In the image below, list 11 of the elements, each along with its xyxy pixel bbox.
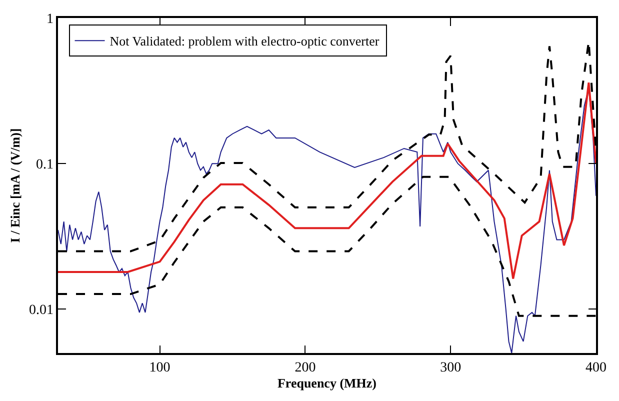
x-tick-label: 400 <box>586 360 606 376</box>
y-axis-title: I / Einc [mA / (V/m)] <box>7 128 22 243</box>
x-tick-label: 300 <box>440 360 462 376</box>
y-tick-label: 0.01 <box>28 303 54 318</box>
x-tick-label: 100 <box>149 360 170 376</box>
x-axis-title: Frequency (MHz) <box>277 376 377 391</box>
y-tick-label: 1 <box>46 12 54 27</box>
legend-label: Not Validated: problem with electro-optic converter <box>110 34 380 49</box>
x-tick-label: 200 <box>294 360 316 376</box>
y-tick-label: 0.1 <box>36 157 54 172</box>
line-series <box>58 82 596 280</box>
